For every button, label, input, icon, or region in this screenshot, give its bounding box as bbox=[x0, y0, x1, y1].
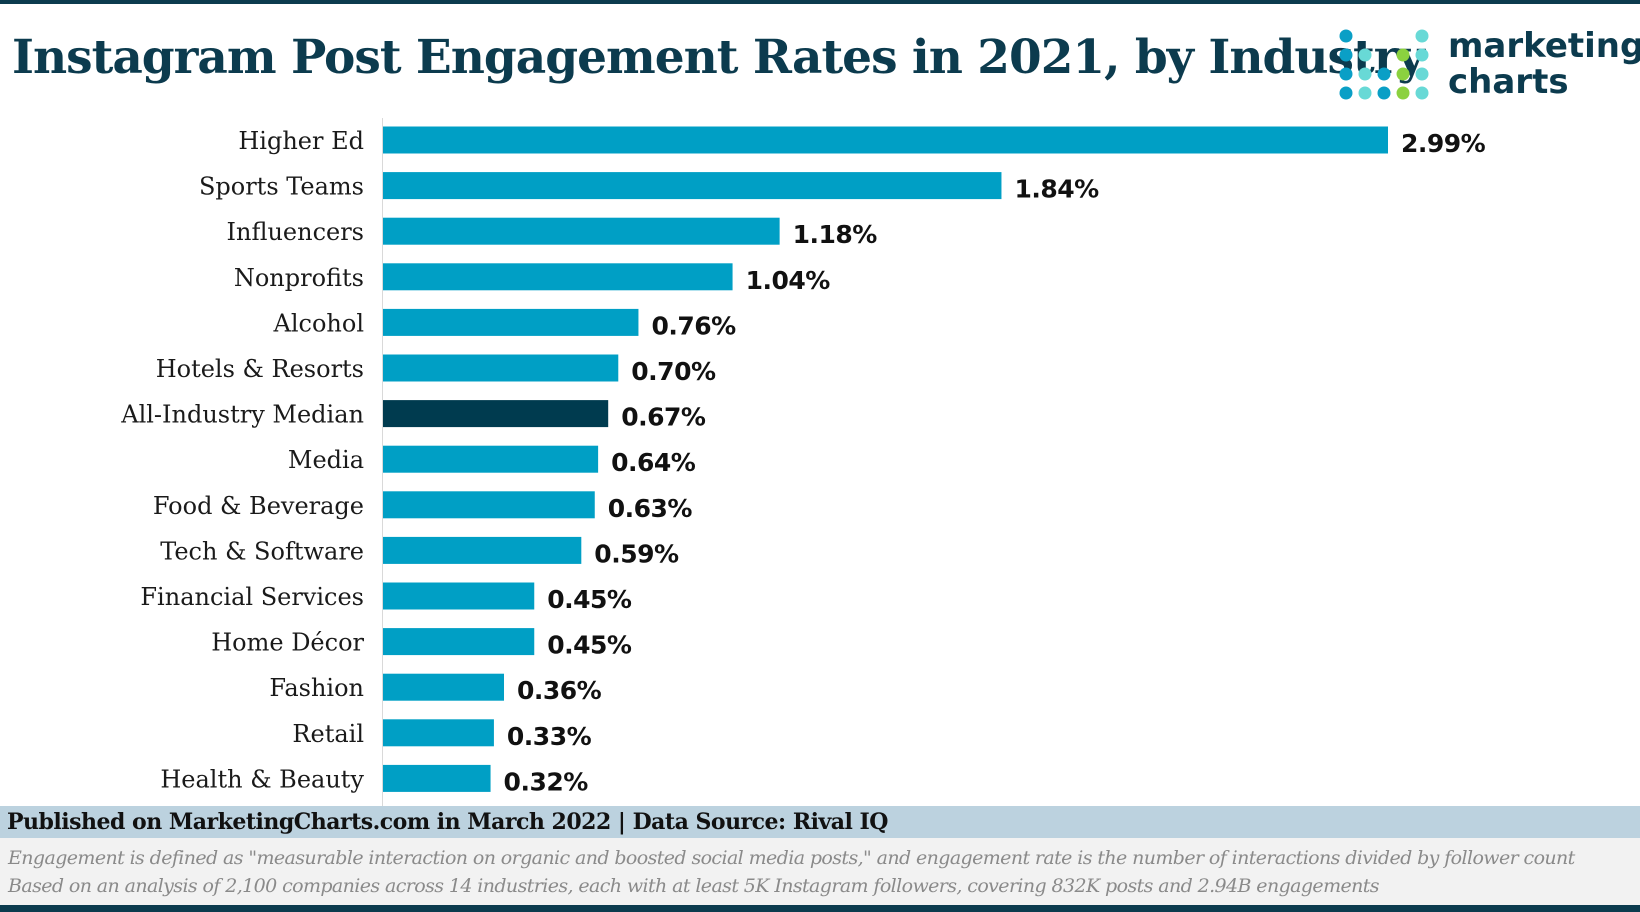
category-label: Home Décor bbox=[211, 629, 364, 657]
data-label: 0.45% bbox=[547, 631, 632, 660]
category-label: Influencers bbox=[227, 218, 365, 246]
bar bbox=[383, 628, 535, 656]
category-label: Tech & Software bbox=[160, 537, 364, 565]
category-label: Fashion bbox=[269, 674, 364, 702]
data-label: 0.32% bbox=[504, 767, 589, 796]
logo-dots-icon bbox=[1339, 29, 1429, 100]
category-label: All-Industry Median bbox=[120, 401, 364, 429]
footer-notes: Engagement is defined as "measurable int… bbox=[0, 838, 1640, 905]
logo-text: marketing charts bbox=[1448, 28, 1640, 100]
data-label: 0.70% bbox=[631, 357, 716, 386]
data-label: 1.04% bbox=[746, 266, 831, 295]
logo-dot bbox=[1415, 48, 1429, 62]
category-label: Financial Services bbox=[140, 583, 364, 611]
bar bbox=[383, 400, 609, 428]
bar bbox=[383, 263, 733, 291]
bar bbox=[383, 582, 535, 610]
bar bbox=[383, 673, 505, 701]
data-label: 0.45% bbox=[547, 585, 632, 614]
data-label: 1.84% bbox=[1014, 175, 1099, 204]
footer-published: Published on MarketingCharts.com in Marc… bbox=[7, 809, 888, 835]
bottom-border bbox=[0, 905, 1640, 912]
data-label: 0.76% bbox=[651, 311, 736, 340]
category-label: Retail bbox=[292, 720, 364, 748]
category-label: Alcohol bbox=[273, 309, 364, 337]
data-label: 0.33% bbox=[507, 722, 592, 751]
category-label: Media bbox=[288, 446, 364, 474]
bar bbox=[383, 445, 599, 473]
bar bbox=[383, 126, 1388, 154]
footer-note-2: Based on an analysis of 2,100 companies … bbox=[8, 875, 1380, 897]
footer-note-1: Engagement is defined as "measurable int… bbox=[8, 847, 1575, 869]
bar bbox=[383, 491, 595, 519]
footer-band bbox=[0, 806, 1640, 838]
logo-dot bbox=[1358, 86, 1372, 100]
logo-dot bbox=[1396, 48, 1410, 62]
bar bbox=[383, 354, 619, 382]
category-label: Health & Beauty bbox=[160, 765, 364, 793]
bar bbox=[383, 536, 582, 564]
logo-dot bbox=[1396, 67, 1410, 81]
category-label: Nonprofits bbox=[234, 264, 364, 292]
marketingcharts-logo: marketing charts bbox=[1338, 28, 1640, 108]
logo-dot bbox=[1339, 67, 1353, 81]
logo-dot bbox=[1415, 86, 1429, 100]
category-label: Hotels & Resorts bbox=[156, 355, 364, 383]
bar bbox=[383, 217, 780, 245]
bar bbox=[383, 764, 491, 792]
bar bbox=[383, 719, 494, 747]
data-label: 0.59% bbox=[594, 539, 679, 568]
logo-dot bbox=[1339, 86, 1353, 100]
bar bbox=[383, 172, 1002, 200]
logo-dot bbox=[1358, 48, 1372, 62]
logo-line2: charts bbox=[1448, 62, 1569, 102]
data-label: 0.63% bbox=[608, 494, 693, 523]
data-label: 1.18% bbox=[793, 220, 878, 249]
top-border bbox=[0, 0, 1640, 4]
bar bbox=[383, 308, 639, 336]
logo-dot bbox=[1339, 29, 1353, 43]
logo-dot bbox=[1396, 86, 1410, 100]
logo-dot bbox=[1358, 67, 1372, 81]
logo-dot bbox=[1377, 67, 1391, 81]
data-label: 0.67% bbox=[621, 403, 706, 432]
logo-dot bbox=[1415, 67, 1429, 81]
logo-dot bbox=[1377, 86, 1391, 100]
category-label: Food & Beverage bbox=[153, 492, 364, 520]
category-label: Higher Ed bbox=[238, 127, 364, 155]
logo-line1: marketing bbox=[1448, 26, 1640, 66]
logo-dot bbox=[1339, 48, 1353, 62]
data-label: 0.64% bbox=[611, 448, 696, 477]
bar-chart: Higher Ed 2.99% Sports Teams 1.84% Influence… bbox=[120, 118, 1486, 806]
logo-dot bbox=[1415, 29, 1429, 43]
data-label: 2.99% bbox=[1401, 129, 1486, 158]
data-label: 0.36% bbox=[517, 676, 602, 705]
category-label: Sports Teams bbox=[199, 173, 364, 201]
chart-title: Instagram Post Engagement Rates in 2021,… bbox=[12, 30, 1425, 85]
